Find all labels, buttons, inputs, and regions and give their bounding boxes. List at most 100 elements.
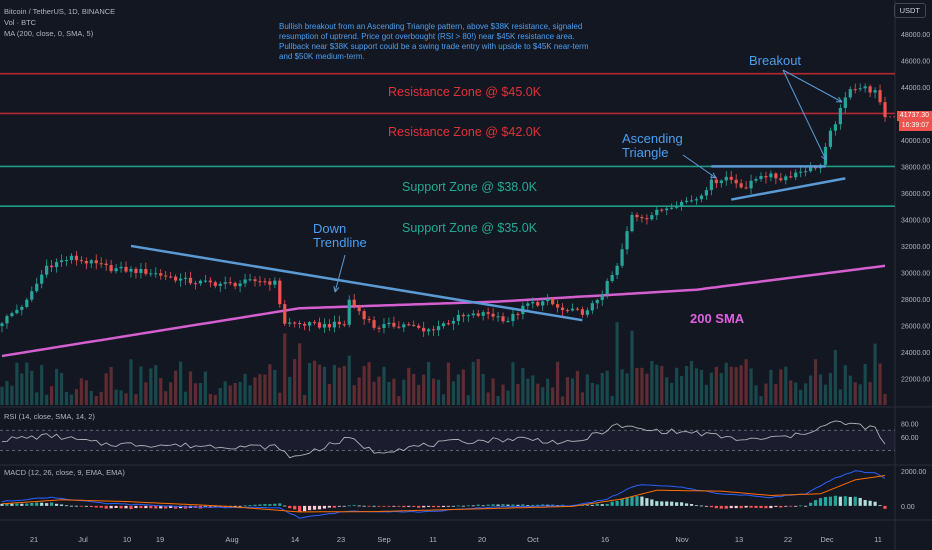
volume-bar bbox=[719, 373, 723, 405]
macd-histogram-bar bbox=[79, 505, 83, 507]
macd-histogram-bar bbox=[764, 505, 768, 509]
candle-body bbox=[407, 324, 411, 326]
time-axis-label: Nov bbox=[675, 535, 689, 544]
candle-body bbox=[203, 280, 207, 282]
currency-button[interactable]: USDT bbox=[893, 3, 926, 18]
macd-histogram-bar bbox=[109, 505, 113, 509]
volume-bar bbox=[585, 374, 589, 405]
volume-bar bbox=[734, 367, 738, 405]
resistance-zone-42-label: Resistance Zone @ $42.0K bbox=[388, 125, 542, 139]
candle-body bbox=[84, 260, 88, 264]
candle-body bbox=[506, 321, 510, 323]
macd-histogram-bar bbox=[283, 505, 287, 507]
candle-body bbox=[565, 310, 570, 312]
candle-body bbox=[595, 300, 599, 304]
candle-body bbox=[412, 324, 416, 326]
candle-body bbox=[769, 173, 773, 178]
volume-bar bbox=[799, 389, 803, 405]
volume-bar bbox=[84, 380, 88, 405]
candle-body bbox=[30, 291, 34, 300]
volume-bar bbox=[630, 330, 634, 405]
candle-body bbox=[689, 200, 694, 202]
candle-body bbox=[536, 302, 540, 306]
macd-histogram-bar bbox=[670, 501, 674, 506]
ascending-triangle-arrow bbox=[682, 154, 717, 179]
candle-body bbox=[0, 323, 4, 327]
macd-histogram-bar bbox=[481, 505, 485, 507]
macd-histogram-bar bbox=[739, 505, 743, 509]
macd-histogram-bar bbox=[337, 505, 341, 507]
sma-200-line bbox=[1, 264, 886, 358]
candle-body bbox=[625, 231, 629, 250]
candle-body bbox=[387, 322, 391, 325]
volume-bar bbox=[531, 375, 535, 405]
macd-histogram-bar bbox=[779, 505, 783, 508]
volume-bar bbox=[412, 373, 416, 405]
candle-body bbox=[248, 279, 252, 281]
candle-body bbox=[615, 265, 619, 275]
macd-histogram-bar bbox=[813, 500, 818, 506]
macd-histogram-bar bbox=[342, 505, 346, 507]
macd-histogram-bar bbox=[546, 504, 550, 506]
macd-histogram-bar bbox=[521, 504, 525, 506]
candle-body bbox=[833, 124, 837, 131]
macd-histogram-bar bbox=[347, 505, 351, 507]
volume-bar bbox=[680, 376, 684, 405]
macd-histogram-bar bbox=[476, 504, 480, 506]
volume-bar bbox=[382, 366, 386, 405]
candle-body bbox=[551, 298, 555, 305]
macd-tick-label: 2000.00 bbox=[901, 469, 926, 476]
macd-histogram-bar bbox=[600, 504, 604, 506]
candle-body bbox=[451, 320, 456, 324]
macd-histogram-bar bbox=[164, 505, 168, 509]
macd-histogram-bar bbox=[838, 496, 842, 506]
volume-bar bbox=[645, 373, 649, 405]
candle-body bbox=[709, 179, 713, 191]
candle-body bbox=[476, 313, 480, 316]
macd-histogram-bar bbox=[40, 502, 44, 506]
macd-histogram-bar bbox=[794, 505, 798, 507]
price-tick-label: 32000.00 bbox=[901, 244, 930, 251]
volume-bar bbox=[461, 369, 465, 405]
candle-body bbox=[779, 178, 783, 181]
price-tick-label: 46000.00 bbox=[901, 58, 930, 65]
candle-body bbox=[253, 279, 257, 282]
volume-bar bbox=[288, 376, 292, 405]
volume-bar bbox=[878, 363, 882, 405]
volume-bar bbox=[377, 376, 381, 405]
volume-bar bbox=[431, 378, 436, 405]
candle-body bbox=[50, 265, 54, 268]
volume-bar bbox=[551, 387, 555, 405]
volume-bar bbox=[99, 391, 103, 405]
price-tick-label: 40000.00 bbox=[901, 138, 930, 145]
macd-histogram-bar bbox=[50, 502, 54, 506]
volume-bar bbox=[451, 381, 456, 405]
volume-bar bbox=[372, 381, 376, 405]
macd-histogram-bar bbox=[635, 496, 639, 506]
candle-body bbox=[491, 313, 495, 317]
candle-body bbox=[20, 306, 24, 310]
macd-histogram-bar bbox=[268, 504, 272, 506]
macd-histogram-bar bbox=[243, 505, 247, 507]
macd-histogram-bar bbox=[312, 505, 317, 510]
analysis-note: Bullish breakout from an Ascending Trian… bbox=[279, 22, 589, 61]
macd-signal-line bbox=[1, 475, 886, 513]
volume-bar bbox=[213, 394, 217, 405]
volume-bar bbox=[109, 367, 113, 405]
volume-bar bbox=[89, 390, 93, 405]
down-trendline-arrow-head bbox=[333, 286, 340, 293]
candle-body bbox=[303, 323, 307, 326]
candle-body bbox=[784, 176, 788, 181]
volume-bar bbox=[774, 384, 778, 405]
candle-body bbox=[501, 316, 505, 322]
macd-histogram-bar bbox=[848, 496, 852, 506]
macd-histogram-bar bbox=[273, 503, 277, 506]
volume-bar bbox=[546, 378, 550, 405]
macd-histogram-bar bbox=[640, 496, 644, 506]
macd-histogram-bar bbox=[362, 505, 366, 507]
candle-body bbox=[327, 324, 332, 328]
candle-body bbox=[575, 308, 580, 310]
volume-bar bbox=[466, 395, 470, 405]
time-axis-label: Dec bbox=[820, 535, 834, 544]
volume-bar bbox=[79, 378, 83, 405]
